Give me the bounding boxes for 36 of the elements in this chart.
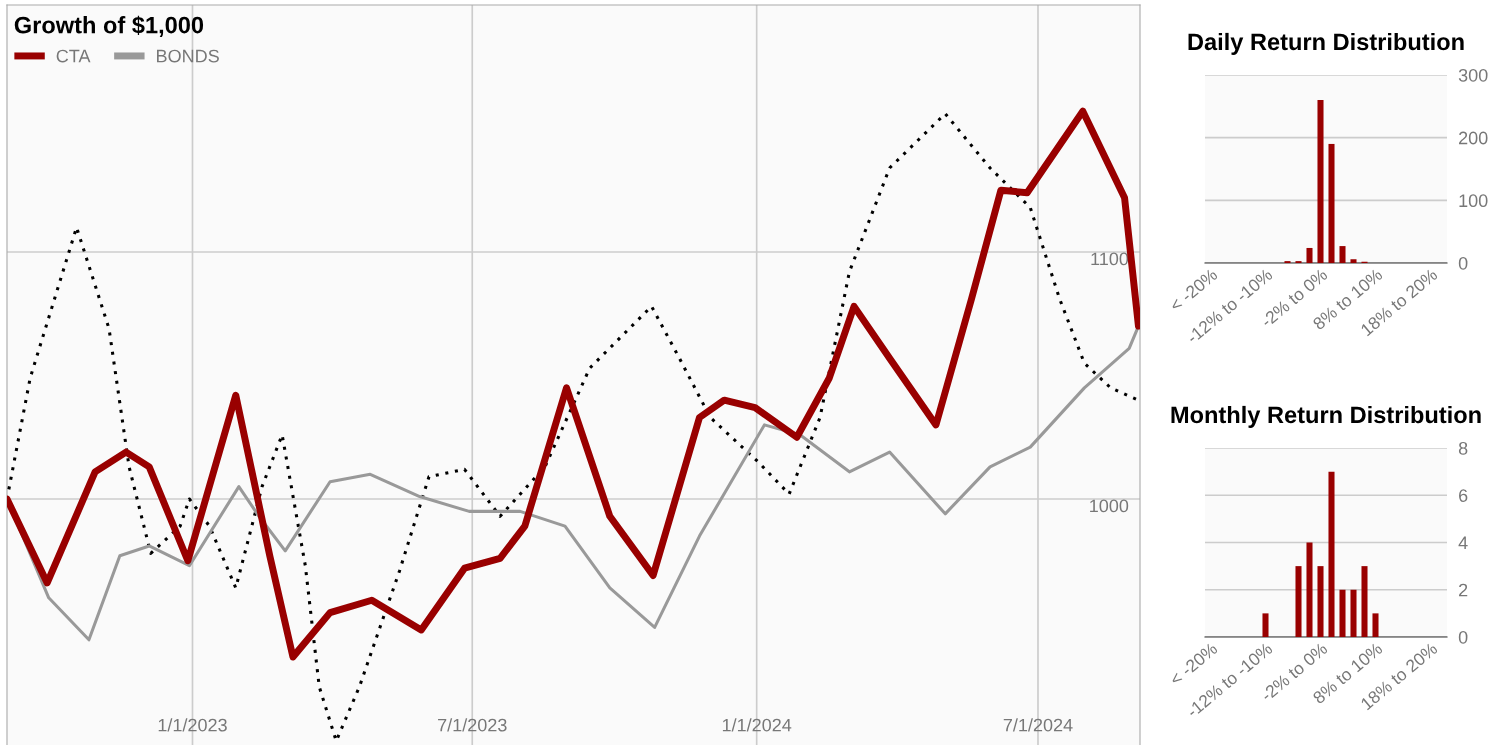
y-tick-label: 0	[1458, 256, 1468, 270]
y-tick-label: 200	[1459, 131, 1488, 145]
bar	[1328, 143, 1335, 263]
x-tick-label: 1/1/2023	[158, 718, 227, 732]
legend-label: CTA	[56, 49, 91, 63]
bar	[1295, 566, 1302, 637]
chart-title: Growth of $1,000	[14, 15, 204, 37]
x-tick-label: < -20%	[1168, 641, 1219, 687]
bar	[1317, 566, 1324, 637]
bar	[1306, 247, 1313, 263]
bar	[1339, 246, 1346, 263]
y-tick-label: 100	[1459, 194, 1488, 208]
x-tick-label: 7/1/2023	[438, 718, 507, 732]
bar	[1328, 471, 1335, 637]
y-tick-label: 1100	[1091, 252, 1129, 266]
bar	[1350, 259, 1357, 263]
chart-title: Monthly Return Distribution	[1171, 405, 1481, 428]
y-tick-label: 2	[1459, 583, 1468, 597]
bar	[1306, 542, 1313, 637]
y-tick-label: 8	[1458, 441, 1468, 455]
y-tick-label: 1000	[1090, 499, 1129, 513]
bar	[1372, 613, 1379, 637]
bar	[1317, 100, 1324, 263]
x-tick-label: 1/1/2024	[722, 718, 792, 732]
y-tick-label: 6	[1459, 489, 1468, 502]
y-tick-label: 0	[1458, 630, 1468, 644]
x-tick-label: 7/1/2024	[1003, 718, 1073, 732]
y-tick-label: 4	[1458, 536, 1468, 550]
bar	[1361, 566, 1368, 637]
bar	[1262, 613, 1269, 637]
legend-label: BONDS	[157, 49, 219, 63]
x-tick-label: < -20%	[1168, 267, 1219, 313]
chart-title: Daily Return Distribution	[1188, 32, 1464, 55]
bar	[1350, 589, 1357, 637]
y-tick-label: 300	[1458, 68, 1488, 82]
bar	[1339, 589, 1346, 637]
